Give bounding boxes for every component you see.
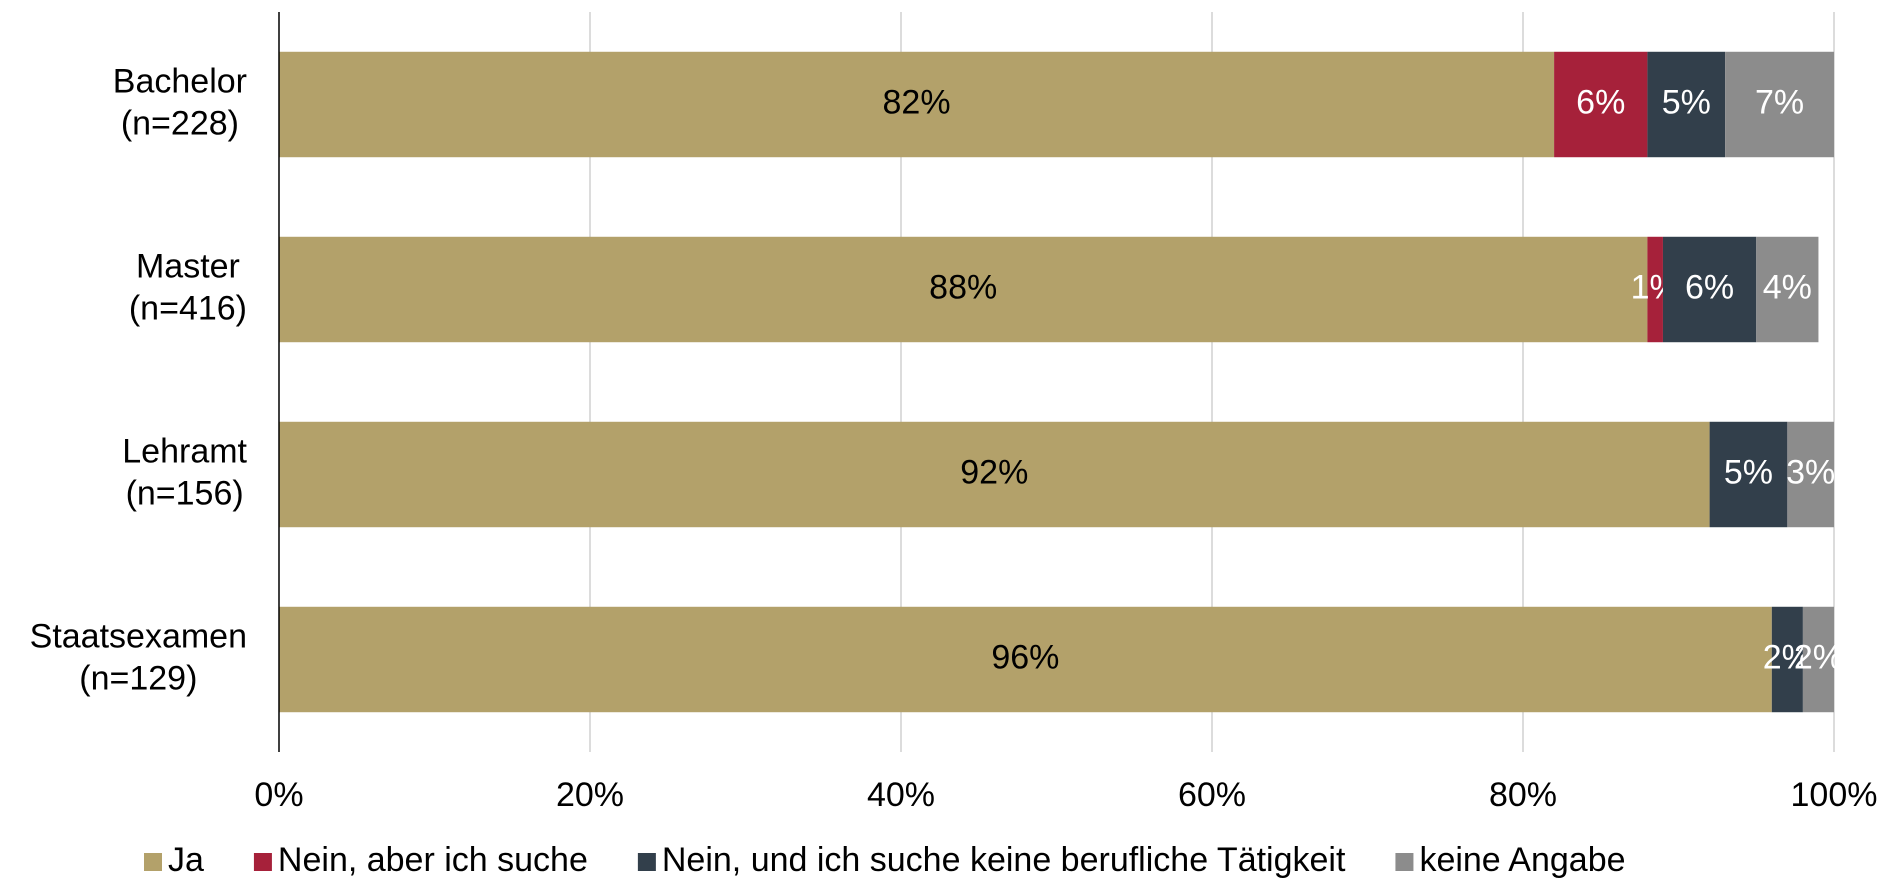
data-label: 82% [883, 83, 951, 121]
x-tick-label: 0% [254, 776, 303, 814]
data-label: 96% [991, 638, 1059, 676]
y-tick-label: Lehramt (n=156) [122, 432, 247, 512]
data-label: 2% [1794, 638, 1843, 676]
data-label: 88% [929, 268, 997, 306]
bar-segment [1709, 421, 1788, 528]
x-tick-label: 80% [1489, 776, 1557, 814]
bar-segment [279, 421, 1710, 528]
y-tick-label-line: (n=129) [79, 659, 197, 697]
y-tick-label-line: (n=416) [129, 289, 247, 327]
bar-segment [279, 51, 1555, 158]
legend-swatch [253, 853, 272, 871]
bar-segment [1771, 606, 1803, 713]
bar-segment [1647, 51, 1726, 158]
data-label: 5% [1662, 83, 1711, 121]
x-tick-label: 40% [867, 776, 935, 814]
data-label: 3% [1786, 453, 1835, 491]
y-tick-label: Master (n=416) [129, 247, 247, 327]
y-tick-label-line: Master [136, 247, 240, 285]
y-tick-label: Staatsexamen (n=129) [30, 617, 247, 697]
x-tick-label: 100% [1791, 776, 1878, 814]
legend-label: Nein, aber ich suche [278, 841, 588, 879]
data-label: 6% [1685, 268, 1734, 306]
legend-label: Nein, und ich suche keine berufliche Tät… [662, 841, 1346, 879]
data-label: 7% [1755, 83, 1804, 121]
y-tick-label-line: Lehramt [122, 432, 247, 470]
bar-segment [1662, 236, 1757, 343]
legend-swatch [637, 853, 656, 871]
legend-label: Ja [168, 841, 204, 879]
y-tick-label-line: (n=156) [126, 474, 244, 512]
y-tick-label-line: Staatsexamen [30, 617, 247, 655]
data-label: 6% [1576, 83, 1625, 121]
y-tick-label-line: Bachelor [113, 62, 247, 100]
data-label: 4% [1763, 268, 1812, 306]
data-label: 92% [960, 453, 1028, 491]
legend-swatch [144, 853, 162, 871]
x-tick-label: 20% [556, 776, 624, 814]
y-tick-label: Bachelor (n=228) [113, 62, 247, 142]
x-tick-label: 60% [1178, 776, 1246, 814]
bar-segment [1756, 236, 1819, 343]
bar-segment [1787, 421, 1834, 528]
bar-segment [279, 606, 1772, 713]
data-label: 5% [1724, 453, 1773, 491]
bar-segment [1554, 51, 1648, 158]
legend-label: keine Angabe [1419, 841, 1625, 879]
bar-segment [279, 236, 1648, 343]
legend-swatch [1395, 853, 1414, 871]
bar-segment [1725, 51, 1834, 158]
bar-segment [1647, 236, 1663, 343]
y-tick-label-line: (n=228) [121, 104, 239, 142]
bar-segment [1802, 606, 1834, 713]
